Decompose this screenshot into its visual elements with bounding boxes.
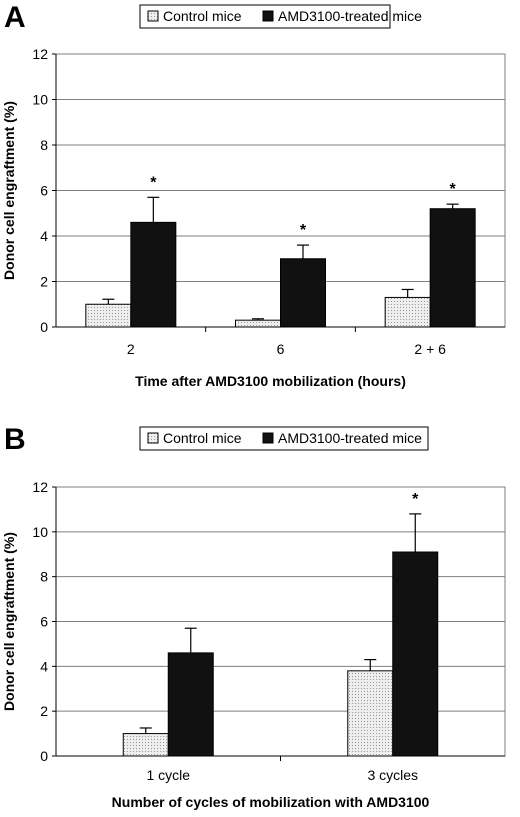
panel-a-bar-treated-1 — [280, 258, 326, 328]
panel-a-legend-label-control: Control mice — [163, 8, 242, 24]
panel-b-y-axis-label: Donor cell engraftment (%) — [1, 532, 17, 711]
panel-a-ytick-label: 8 — [40, 137, 48, 153]
panel-a-ytick-label: 0 — [40, 319, 48, 335]
panel-b-bar-control-1 — [347, 670, 394, 757]
panel-a-bar-treated-2 — [429, 208, 476, 328]
panel-a-legend-label-treated: AMD3100-treated mice — [278, 8, 422, 24]
panel-a-ytick-label: 6 — [40, 183, 48, 199]
panel-b-bar-treated-0 — [167, 652, 214, 757]
panel-b-chart: Control mice AMD3100-treated mice 0 2 4 6 8 10 1… — [1, 426, 506, 810]
panel-b-legend-swatch-treated — [262, 432, 274, 444]
panel-b-significance-star-1: * — [412, 491, 419, 508]
panel-a-legend-swatch-treated — [262, 10, 274, 22]
panel-b-legend-label-control: Control mice — [163, 430, 242, 446]
panel-a-letter: A — [4, 1, 26, 34]
panel-b-bar-control-0 — [122, 733, 169, 757]
panel-a-ytick-label: 2 — [40, 274, 48, 290]
panel-a-x-axis-label: Time after AMD3100 mobilization (hours) — [135, 373, 406, 389]
panel-a-significance-star-2: * — [450, 181, 457, 198]
panel-a-bar-control-2 — [384, 296, 431, 328]
panel-b-x-axis-label: Number of cycles of mobilization with AM… — [112, 794, 430, 810]
panel-b-letter: B — [4, 423, 26, 456]
panel-b-xtick-label-1: 3 cycles — [367, 767, 418, 783]
panel-b-ytick-label: 12 — [32, 479, 48, 495]
panel-b-ytick-label: 0 — [40, 748, 48, 764]
panel-b-xtick-label-0: 1 cycle — [146, 767, 190, 783]
panel-b-legend-swatch-control — [147, 432, 159, 444]
panel-b-legend-label-treated: AMD3100-treated mice — [278, 430, 422, 446]
panel-a-significance-star-1: * — [300, 222, 307, 239]
panel-b-ytick-label: 6 — [40, 614, 48, 630]
panel-b-ytick-label: 4 — [40, 658, 48, 674]
panel-a-ytick-label: 12 — [32, 46, 48, 62]
panel-b-ytick-label: 2 — [40, 703, 48, 719]
panel-b-ytick-label: 10 — [32, 524, 48, 540]
panel-a-legend-swatch-control — [147, 10, 159, 22]
panel-a-ytick-label: 4 — [40, 228, 48, 244]
panel-a-y-axis-label: Donor cell engraftment (%) — [1, 101, 17, 280]
panel-b-legend-box — [139, 426, 429, 451]
panel-a-bar-treated-0 — [130, 221, 177, 328]
panel-a-chart: Control mice AMD3100-treated mice 0 2 4 6 8 10 1… — [1, 4, 506, 389]
panel-a-bar-control-1 — [235, 319, 281, 328]
panel-a-xtick-label-0: 2 — [127, 341, 135, 357]
panel-a-bar-control-0 — [85, 303, 132, 328]
panel-a-significance-star-0: * — [150, 174, 157, 191]
panel-a-xtick-label-2: 2 + 6 — [414, 341, 446, 357]
panel-b-ytick-label: 8 — [40, 569, 48, 585]
panel-b-bar-treated-1 — [392, 551, 439, 757]
panel-a-ytick-label: 10 — [32, 92, 48, 108]
panel-a-xtick-label-1: 6 — [277, 341, 285, 357]
